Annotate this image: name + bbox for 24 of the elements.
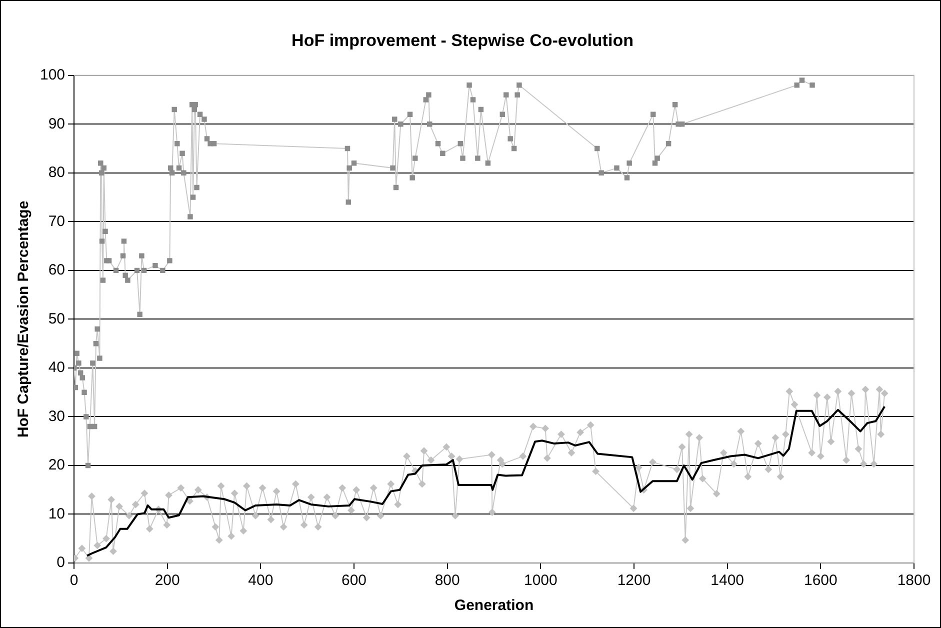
y-tick-label: 90 — [48, 115, 66, 132]
y-tick-label: 10 — [48, 505, 66, 522]
x-tick-label: 1600 — [804, 572, 838, 590]
y-tick-label: 40 — [48, 359, 66, 376]
y-tick-label: 30 — [48, 408, 66, 425]
x-tick-label: 400 — [248, 572, 274, 590]
x-tick-label: 200 — [154, 572, 180, 590]
x-tick-label: 1000 — [524, 572, 558, 590]
x-tick-label: 1400 — [710, 572, 744, 590]
x-tick-label: 1800 — [897, 572, 931, 590]
y-axis-title: HoF Capture/Evasion Percentage — [15, 200, 32, 438]
y-tick-label: 100 — [40, 66, 66, 84]
y-tick-label: 60 — [48, 262, 66, 279]
y-tick-label: 0 — [56, 554, 66, 572]
x-tick-label: 1200 — [617, 572, 651, 590]
x-axis-title: Generation — [454, 597, 534, 614]
y-tick-label: 80 — [48, 164, 66, 182]
y-tick-label: 50 — [48, 310, 66, 328]
x-tick-label: 600 — [342, 572, 367, 590]
x-tick-label: 800 — [434, 572, 460, 590]
chart-title: HoF improvement - Stepwise Co-evolution — [292, 30, 634, 50]
y-tick-label: 20 — [48, 456, 66, 474]
x-tick-label: 0 — [70, 572, 78, 590]
y-tick-label: 70 — [48, 212, 66, 230]
